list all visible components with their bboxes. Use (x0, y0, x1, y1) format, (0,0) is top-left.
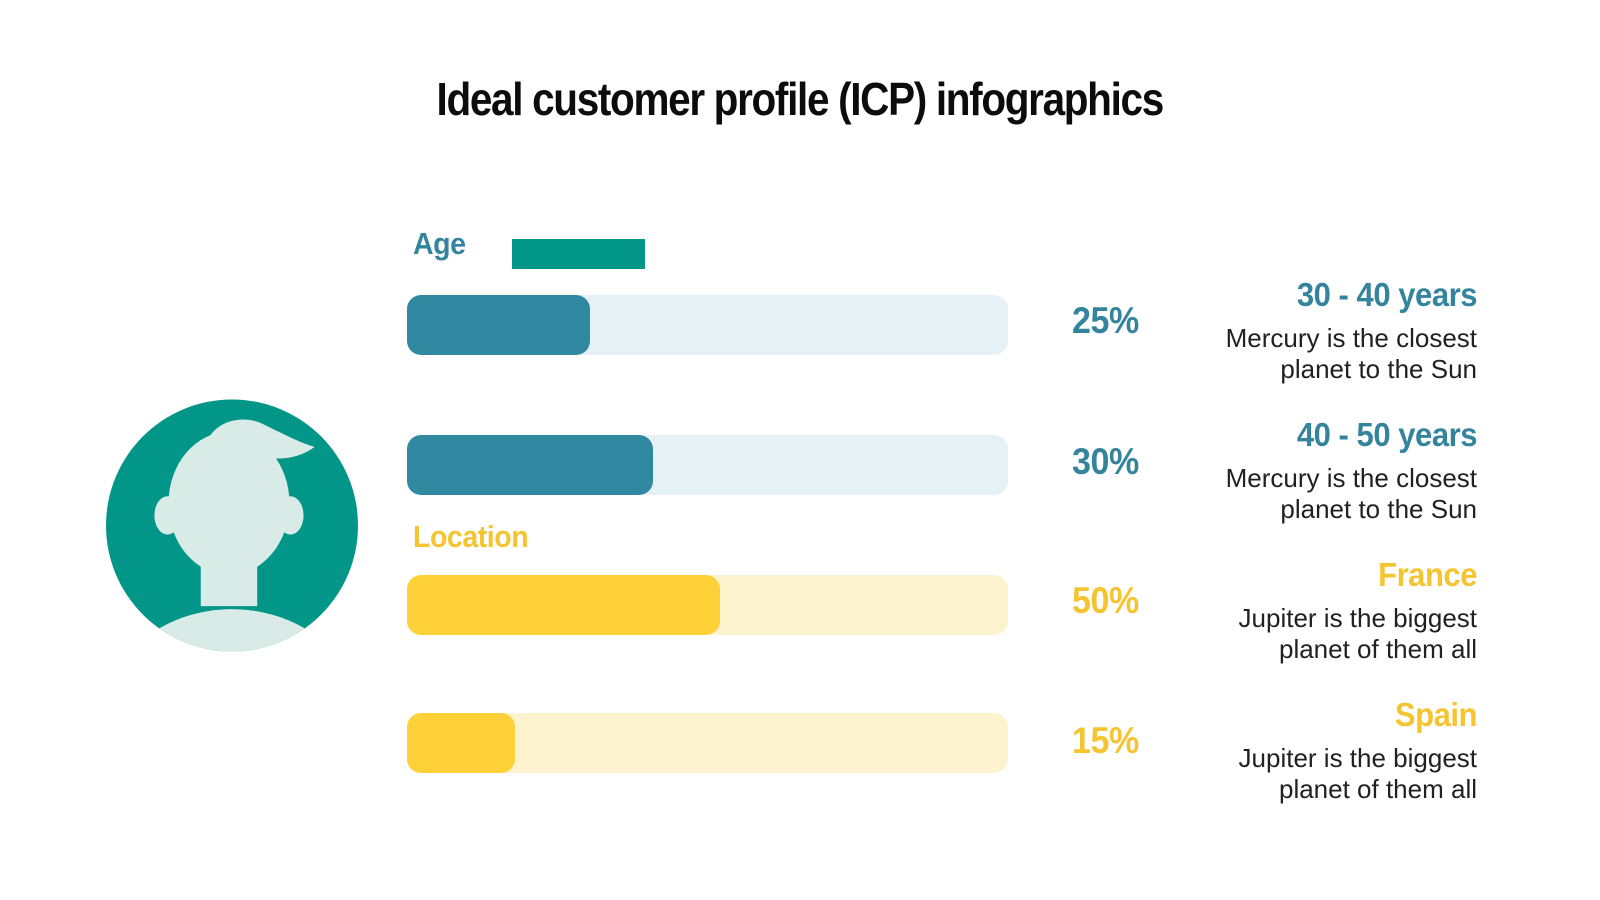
bar-fill-age-40-50 (407, 435, 654, 495)
entry-heading: France (1378, 556, 1477, 593)
entry-30-40-years: 30 - 40 years Mercury is the closest pla… (1137, 276, 1478, 385)
page-title: Ideal customer profile (ICP) infographic… (0, 72, 1600, 126)
entry-description-line: planet of them all (1278, 634, 1477, 664)
bar-fill-location-france (407, 575, 720, 635)
page-title-text: Ideal customer profile (ICP) infographic… (436, 73, 1165, 125)
entry-france: France Jupiter is the biggest planet of … (1137, 556, 1478, 665)
entry-description-line: planet of them all (1278, 774, 1477, 804)
percent-label-50: 50% (1072, 580, 1139, 621)
entry-description-line: Jupiter is the biggest (1238, 603, 1477, 633)
bar-location-spain (407, 713, 1008, 773)
percent-label-30: 30% (1072, 441, 1139, 482)
bar-age-40-50 (407, 435, 1008, 495)
entry-heading: Spain (1394, 696, 1478, 733)
entry-description: Mercury is the closest planet to the Sun (1137, 323, 1477, 385)
entry-description-line: planet to the Sun (1280, 354, 1477, 384)
entry-description-line: Jupiter is the biggest (1238, 743, 1477, 773)
group-label-location: Location (413, 519, 529, 554)
bar-age-30-40 (407, 295, 1008, 355)
entry-spain: Spain Jupiter is the biggest planet of t… (1137, 696, 1478, 805)
percent-label-25: 25% (1072, 300, 1139, 341)
age-accent-swatch (512, 239, 645, 269)
entry-heading: 40 - 50 years (1296, 416, 1478, 453)
percent-label-15: 15% (1072, 720, 1139, 761)
bar-fill-age-30-40 (407, 295, 591, 355)
entry-description-line: planet to the Sun (1280, 494, 1477, 524)
entry-description-line: Mercury is the closest (1225, 323, 1477, 353)
entry-description: Mercury is the closest planet to the Sun (1137, 463, 1477, 525)
entry-description-line: Mercury is the closest (1225, 463, 1477, 493)
entry-40-50-years: 40 - 50 years Mercury is the closest pla… (1137, 416, 1478, 525)
bar-fill-location-spain (407, 713, 516, 773)
entry-heading: 30 - 40 years (1296, 276, 1478, 313)
entry-description: Jupiter is the biggest planet of them al… (1137, 743, 1477, 805)
bar-location-france (407, 575, 1008, 635)
group-label-age: Age (413, 226, 466, 261)
entry-description: Jupiter is the biggest planet of them al… (1137, 603, 1477, 665)
person-avatar-icon (106, 399, 358, 652)
